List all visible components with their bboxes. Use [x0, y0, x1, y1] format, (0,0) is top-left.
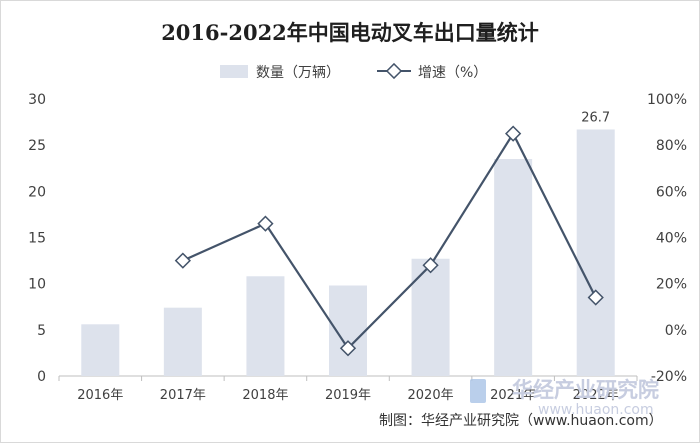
y-right-tick-label: 40%	[656, 231, 687, 247]
watermark-name: 华经产业研究院	[512, 378, 659, 402]
y-right-tick-label: -20%	[651, 369, 687, 385]
growth-marker	[174, 252, 191, 269]
x-tick-label: 2022年	[573, 388, 619, 403]
x-tick-label: 2019年	[325, 388, 371, 403]
bar	[576, 129, 615, 376]
legend-bar-label: 数量（万辆）	[256, 65, 340, 81]
watermark: 华经产业研究院 www.huaon.com	[470, 378, 659, 418]
line-series	[174, 125, 604, 357]
legend-line-label: 增速（%）	[418, 65, 487, 81]
y-right-tick-label: 20%	[656, 277, 687, 293]
bar	[246, 276, 285, 376]
x-tick-label: 2021年	[490, 388, 536, 403]
y-right-axis: -20% 0% 20% 40% 60% 80% 100%	[647, 92, 687, 385]
x-axis: 2016年 2017年 2018年 2019年 2020年 2021年 2022年	[58, 376, 638, 403]
growth-marker	[257, 215, 274, 232]
y-left-tick-label: 5	[37, 323, 46, 339]
growth-marker	[587, 289, 604, 306]
y-right-tick-label: 100%	[647, 92, 687, 108]
y-right-tick-label: 0%	[665, 323, 687, 339]
y-left-axis: 0 5 10 15 20 25 30	[28, 92, 46, 385]
y-right-tick-label: 80%	[656, 138, 687, 154]
data-labels: 26.7	[581, 110, 610, 125]
growth-marker	[339, 340, 357, 357]
bar-data-label: 26.7	[581, 110, 610, 125]
source-note: 制图：华经产业研究院（www.huaon.com）	[379, 413, 663, 429]
bar	[163, 307, 202, 376]
y-left-tick-label: 30	[28, 92, 46, 108]
x-tick-label: 2017年	[160, 388, 206, 403]
bar-series	[81, 129, 615, 376]
x-tick-label: 2020年	[408, 388, 454, 403]
y-left-tick-label: 0	[37, 369, 46, 385]
bar	[494, 159, 533, 376]
chart-title: 2016-2022年中国电动叉车出口量统计	[161, 20, 539, 45]
x-tick-label: 2016年	[77, 388, 123, 403]
watermark-url: www.huaon.com	[538, 402, 654, 418]
y-left-tick-label: 20	[28, 184, 46, 200]
growth-line	[182, 131, 597, 351]
legend-line-marker	[385, 62, 403, 80]
growth-marker	[422, 257, 439, 274]
x-tick-label: 2018年	[242, 388, 288, 403]
bar	[329, 285, 367, 376]
watermark-logo	[470, 379, 486, 403]
legend-bar-swatch	[220, 65, 248, 78]
y-right-tick-label: 60%	[656, 184, 687, 200]
bar	[411, 258, 450, 376]
bar	[81, 324, 120, 376]
y-left-tick-label: 25	[28, 138, 46, 154]
growth-marker	[505, 125, 522, 142]
legend: 数量（万辆） 增速（%）	[220, 62, 487, 81]
y-left-tick-label: 15	[28, 231, 46, 247]
y-left-tick-label: 10	[28, 277, 46, 293]
